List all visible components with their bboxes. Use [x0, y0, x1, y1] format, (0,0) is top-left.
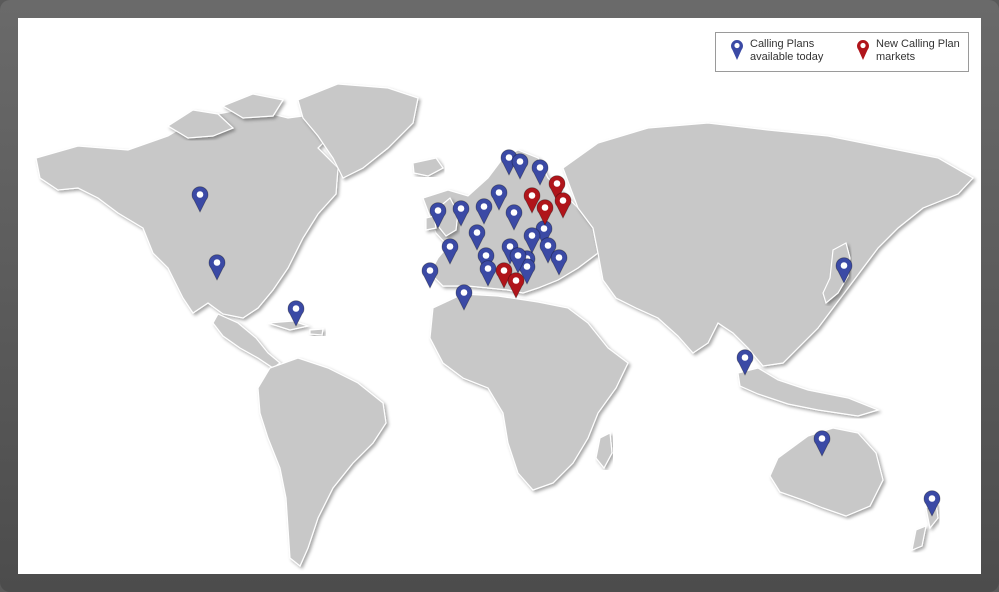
- existing-market-pin-italy[interactable]: [479, 260, 497, 287]
- madagascar-landmass: [595, 432, 613, 470]
- existing-market-pin-ireland[interactable]: [429, 202, 447, 229]
- existing-market-pin-slovenia[interactable]: [509, 247, 527, 274]
- existing-market-pin-slovakia[interactable]: [523, 227, 541, 254]
- australia-landmass: [769, 427, 884, 517]
- new-market-pin-bulgaria[interactable]: [536, 199, 554, 226]
- existing-market-pin-switzerland[interactable]: [477, 247, 495, 274]
- map-pin-icon: [731, 40, 743, 60]
- southeast-asia-islands: [737, 367, 880, 417]
- legend-new: New Calling Plan markets: [856, 38, 962, 64]
- existing-market-pin-finland[interactable]: [531, 159, 549, 186]
- greenland-landmass: [297, 83, 419, 179]
- existing-market-pin-hungary[interactable]: [539, 237, 557, 264]
- existing-market-pin-australia[interactable]: [813, 430, 831, 457]
- existing-market-pin-canada[interactable]: [191, 186, 209, 213]
- south-america-landmass: [257, 357, 387, 567]
- new-market-pin-latvia[interactable]: [523, 187, 541, 214]
- existing-market-pin-netherlands[interactable]: [475, 198, 493, 225]
- existing-market-pin-puerto-rico[interactable]: [287, 300, 305, 327]
- new-market-pin-serbia[interactable]: [495, 262, 513, 289]
- world-map: [35, 83, 974, 567]
- map-pin-icon: [857, 40, 869, 60]
- existing-market-pin-portugal[interactable]: [421, 262, 439, 289]
- asia-landmass: [562, 122, 974, 367]
- new-market-pin-estonia[interactable]: [548, 175, 566, 202]
- arctic-islands-landmass: [166, 93, 284, 139]
- existing-market-pin-new-zealand[interactable]: [923, 490, 941, 517]
- caribbean-islands: [267, 320, 324, 336]
- north-america-landmass: [35, 107, 339, 319]
- existing-market-pin-france[interactable]: [441, 238, 459, 265]
- existing-market-pin-spain[interactable]: [455, 284, 473, 311]
- existing-market-pin-belgium[interactable]: [468, 224, 486, 251]
- legend-existing: Calling Plans available today: [730, 38, 836, 64]
- existing-market-pin-romania[interactable]: [550, 249, 568, 276]
- existing-market-pin-united-states[interactable]: [208, 254, 226, 281]
- map-canvas: Calling Plans available today New Callin…: [18, 18, 981, 574]
- legend-new-label: New Calling Plan markets: [876, 38, 960, 63]
- existing-market-pin-singapore[interactable]: [736, 349, 754, 376]
- existing-market-pin-denmark[interactable]: [505, 204, 523, 231]
- central-america-landmass: [212, 313, 281, 369]
- legend-existing-label: Calling Plans available today: [750, 38, 824, 63]
- new-market-pin-greece[interactable]: [507, 272, 525, 299]
- existing-market-pin-germany[interactable]: [490, 184, 508, 211]
- africa-landmass: [429, 293, 629, 491]
- iceland-landmass: [412, 157, 444, 177]
- existing-market-pin-united-kingdom[interactable]: [452, 200, 470, 227]
- new-market-pin-lithuania[interactable]: [554, 192, 572, 219]
- existing-market-pin-japan[interactable]: [835, 257, 853, 284]
- existing-market-pin-sweden[interactable]: [511, 153, 529, 180]
- map-legend: Calling Plans available today New Callin…: [715, 32, 969, 72]
